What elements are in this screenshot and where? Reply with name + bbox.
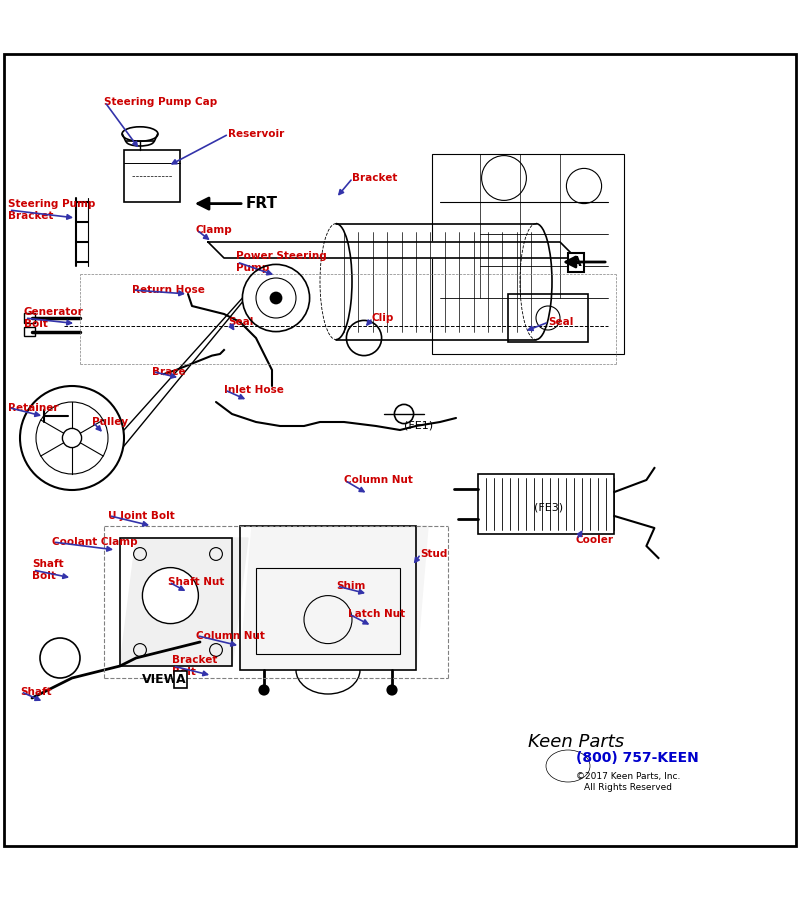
Text: Seal: Seal: [548, 317, 574, 327]
Text: Steering Pump Cap: Steering Pump Cap: [104, 97, 218, 107]
Text: Stud: Stud: [420, 549, 447, 559]
Text: Generator
Bolt: Generator Bolt: [24, 307, 84, 328]
Text: Brace: Brace: [152, 366, 186, 376]
Text: (FE3): (FE3): [534, 502, 563, 513]
Circle shape: [386, 684, 398, 696]
Text: Clamp: Clamp: [196, 225, 233, 235]
Text: A: A: [176, 673, 186, 686]
Text: Shim: Shim: [336, 581, 366, 591]
Text: Column Nut: Column Nut: [344, 475, 413, 485]
Text: Seal: Seal: [228, 317, 254, 327]
Text: Return Hose: Return Hose: [132, 285, 205, 295]
Text: Inlet Hose: Inlet Hose: [224, 385, 284, 395]
Text: U Joint Bolt: U Joint Bolt: [108, 510, 174, 520]
Bar: [240, 526, 416, 670]
Bar: [124, 150, 180, 202]
Text: VIEW: VIEW: [142, 673, 178, 686]
Text: Shaft: Shaft: [20, 687, 52, 697]
Circle shape: [270, 292, 282, 304]
Text: Cooler: Cooler: [576, 535, 614, 544]
Text: Keen Parts: Keen Parts: [528, 733, 624, 751]
Text: Reservoir: Reservoir: [228, 129, 284, 139]
Text: Retainer: Retainer: [8, 402, 58, 412]
Text: (FE1): (FE1): [404, 421, 433, 431]
Text: Column Nut: Column Nut: [196, 631, 265, 641]
Text: FRT: FRT: [246, 196, 278, 211]
Text: (800) 757-KEEN: (800) 757-KEEN: [576, 751, 698, 765]
Bar: [478, 474, 614, 534]
Polygon shape: [240, 526, 428, 670]
Text: Pulley: Pulley: [92, 417, 128, 427]
Polygon shape: [208, 242, 576, 258]
Text: Latch Nut: Latch Nut: [348, 609, 405, 619]
Bar: [508, 294, 588, 342]
Text: Shaft
Bolt: Shaft Bolt: [32, 559, 64, 580]
Text: A: A: [570, 255, 582, 269]
Text: Coolant Clamp: Coolant Clamp: [52, 537, 138, 547]
Text: Clip: Clip: [372, 313, 394, 323]
Circle shape: [142, 568, 198, 624]
Text: Bracket: Bracket: [352, 173, 398, 183]
Text: Bracket
Bolt: Bracket Bolt: [172, 655, 218, 677]
Text: Shaft Nut: Shaft Nut: [168, 577, 224, 587]
Bar: [24, 327, 35, 337]
Text: ©2017 Keen Parts, Inc.
All Rights Reserved: ©2017 Keen Parts, Inc. All Rights Reserv…: [576, 772, 680, 792]
Text: Steering Pump
Bracket: Steering Pump Bracket: [8, 199, 95, 220]
Bar: [432, 154, 624, 354]
Bar: [24, 313, 35, 323]
Bar: [120, 538, 232, 666]
Text: Power Steering
Pump: Power Steering Pump: [236, 251, 326, 273]
Bar: [256, 568, 400, 654]
Circle shape: [258, 684, 270, 696]
Polygon shape: [120, 538, 248, 666]
